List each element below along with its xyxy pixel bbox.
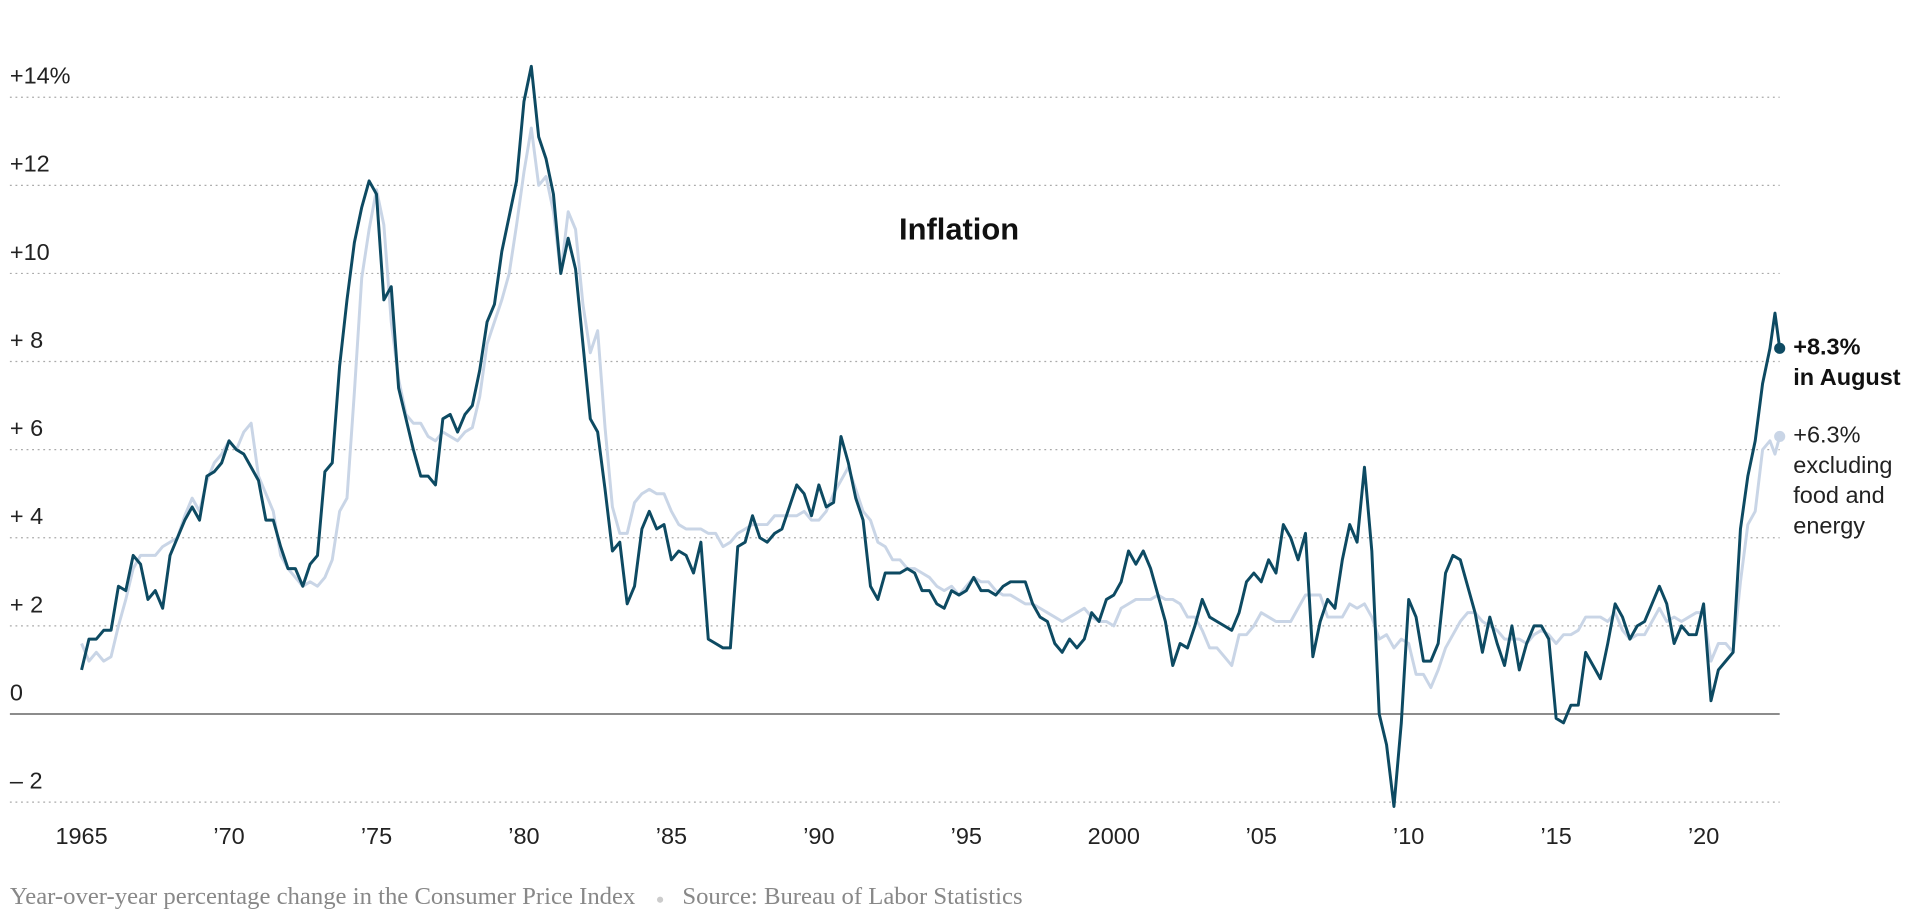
x-tick-label: 1965 (55, 823, 107, 849)
y-tick-label: +14% (10, 63, 71, 89)
y-tick-label: +10 (10, 239, 50, 265)
x-tick-label: ’15 (1540, 823, 1571, 849)
x-tick-label: ’80 (508, 823, 539, 849)
chart-title: Inflation (899, 211, 1019, 246)
y-tick-label: + 8 (10, 327, 43, 353)
x-tick-label: ’20 (1688, 823, 1719, 849)
y-tick-label: 0 (10, 679, 23, 705)
x-tick-label: ’75 (361, 823, 392, 849)
end-label: in August (1793, 364, 1901, 390)
x-tick-label: ’85 (656, 823, 687, 849)
x-tick-label: ’95 (951, 823, 982, 849)
x-tick-label: ’05 (1246, 823, 1277, 849)
x-tick-label: ’70 (213, 823, 244, 849)
y-tick-label: + 6 (10, 415, 43, 441)
end-label: +8.3% (1793, 334, 1860, 360)
y-tick-label: +12 (10, 151, 50, 177)
end-label: excluding (1793, 452, 1892, 478)
series-line (80, 64, 1782, 808)
x-tick-label: ’10 (1393, 823, 1424, 849)
end-dot (1774, 342, 1786, 354)
y-tick-label: + 4 (10, 503, 43, 529)
end-label: food and (1793, 482, 1884, 508)
end-label: energy (1793, 512, 1865, 538)
y-tick-label: + 2 (10, 591, 43, 617)
series-line (80, 126, 1782, 690)
end-label: +6.3% (1793, 422, 1860, 448)
note: Year-over-year percentage change in the … (10, 883, 636, 910)
end-dot (1774, 430, 1786, 443)
separator (656, 896, 664, 903)
x-tick-label: 2000 (1088, 823, 1140, 849)
y-tick-label: – 2 (10, 768, 43, 794)
x-tick-label: ’90 (803, 823, 834, 849)
source: Source: Bureau of Labor Statistics (682, 883, 1022, 910)
